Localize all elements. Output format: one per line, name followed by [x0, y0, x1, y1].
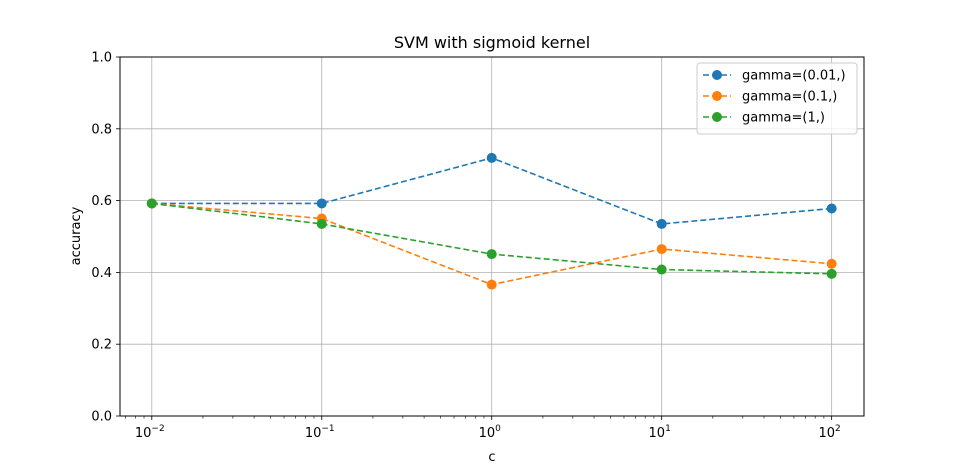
y-tick-label: 1.0 — [91, 51, 112, 66]
y-tick-label: 0.0 — [91, 410, 112, 425]
data-point — [656, 244, 667, 255]
legend-label: gamma=(1,) — [742, 111, 825, 126]
y-tick-label: 0.8 — [91, 122, 112, 137]
data-point — [826, 258, 837, 269]
data-point — [316, 218, 327, 229]
data-point — [486, 152, 497, 163]
legend-marker-swatch — [712, 112, 722, 122]
grid-lines — [120, 56, 864, 417]
y-axis-label: accuracy — [69, 206, 84, 265]
data-point — [146, 198, 157, 209]
data-point — [486, 279, 497, 290]
y-tick-label: 0.2 — [91, 338, 112, 353]
x-axis-label: c — [488, 450, 495, 465]
data-point — [656, 264, 667, 275]
series-layer — [146, 152, 837, 290]
y-tick-label: 0.6 — [91, 194, 112, 209]
legend-marker-swatch — [712, 70, 722, 80]
legend-marker-swatch — [712, 91, 722, 101]
data-point — [486, 249, 497, 260]
data-point — [826, 203, 837, 214]
data-point — [656, 218, 667, 229]
legend: gamma=(0.01,) gamma=(0.1,) gamma=(1,) — [696, 62, 858, 135]
data-point — [316, 198, 327, 209]
data-point — [826, 268, 837, 279]
legend-box — [696, 62, 858, 135]
y-tick-label: 0.4 — [91, 266, 112, 281]
legend-label: gamma=(0.1,) — [742, 90, 837, 105]
legend-label: gamma=(0.01,) — [742, 69, 846, 84]
chart-title: SVM with sigmoid kernel — [394, 33, 590, 52]
